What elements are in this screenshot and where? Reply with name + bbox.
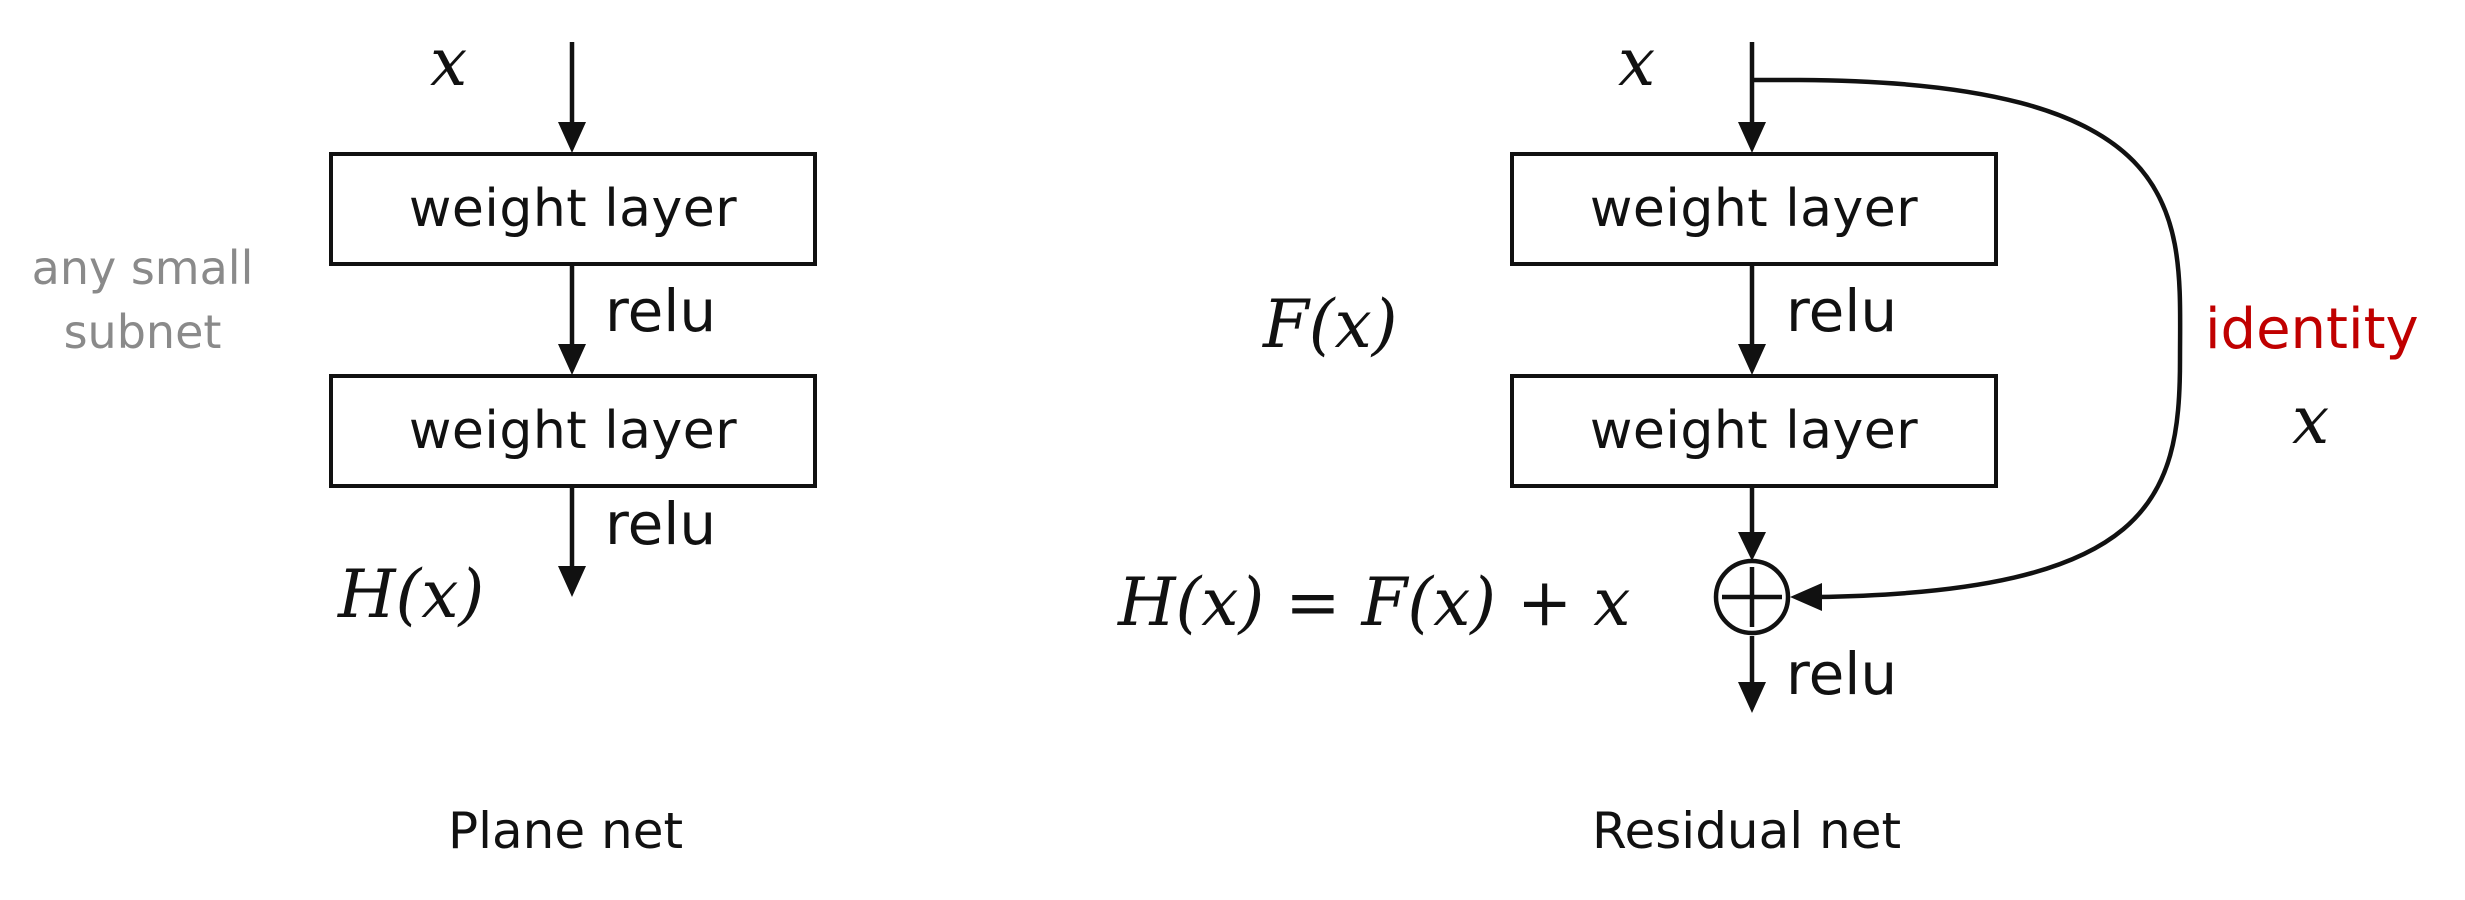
plane-input-x: x — [430, 24, 468, 101]
plane-output-hx: H(x) — [338, 556, 485, 633]
identity-label: identity — [2205, 297, 2419, 362]
arrow-down-icon — [558, 344, 586, 375]
arrow-down-icon — [1738, 682, 1766, 713]
plane-relu-1: relu — [605, 277, 717, 345]
res-fx-label: F(x) — [1263, 286, 1398, 363]
arrow-down-icon — [1738, 122, 1766, 153]
arrow-down-icon — [558, 122, 586, 153]
arrow-left-icon — [1790, 583, 1822, 611]
res-relu-out: relu — [1786, 640, 1898, 708]
res-relu-1: relu — [1786, 277, 1898, 345]
res-input-x: x — [1618, 24, 1656, 101]
plane-weight-layer-2: weight layer — [329, 374, 817, 488]
side-note-any-small-subnet: any small subnet — [31, 241, 254, 360]
arrow-down-icon — [558, 566, 586, 597]
arrow-down-icon — [1738, 344, 1766, 375]
plane-weight-layer-1: weight layer — [329, 152, 817, 266]
res-weight-layer-2: weight layer — [1510, 374, 1998, 488]
arrow-down-icon — [1738, 532, 1766, 561]
plane-net-caption: Plane net — [448, 802, 684, 860]
plane-relu-2: relu — [605, 490, 717, 558]
res-equation: H(x) = F(x) + x — [1118, 564, 1631, 641]
res-weight-layer-1: weight layer — [1510, 152, 1998, 266]
residual-net-caption: Residual net — [1592, 802, 1902, 860]
identity-shortcut — [1752, 77, 2183, 600]
identity-x: x — [2292, 382, 2330, 459]
